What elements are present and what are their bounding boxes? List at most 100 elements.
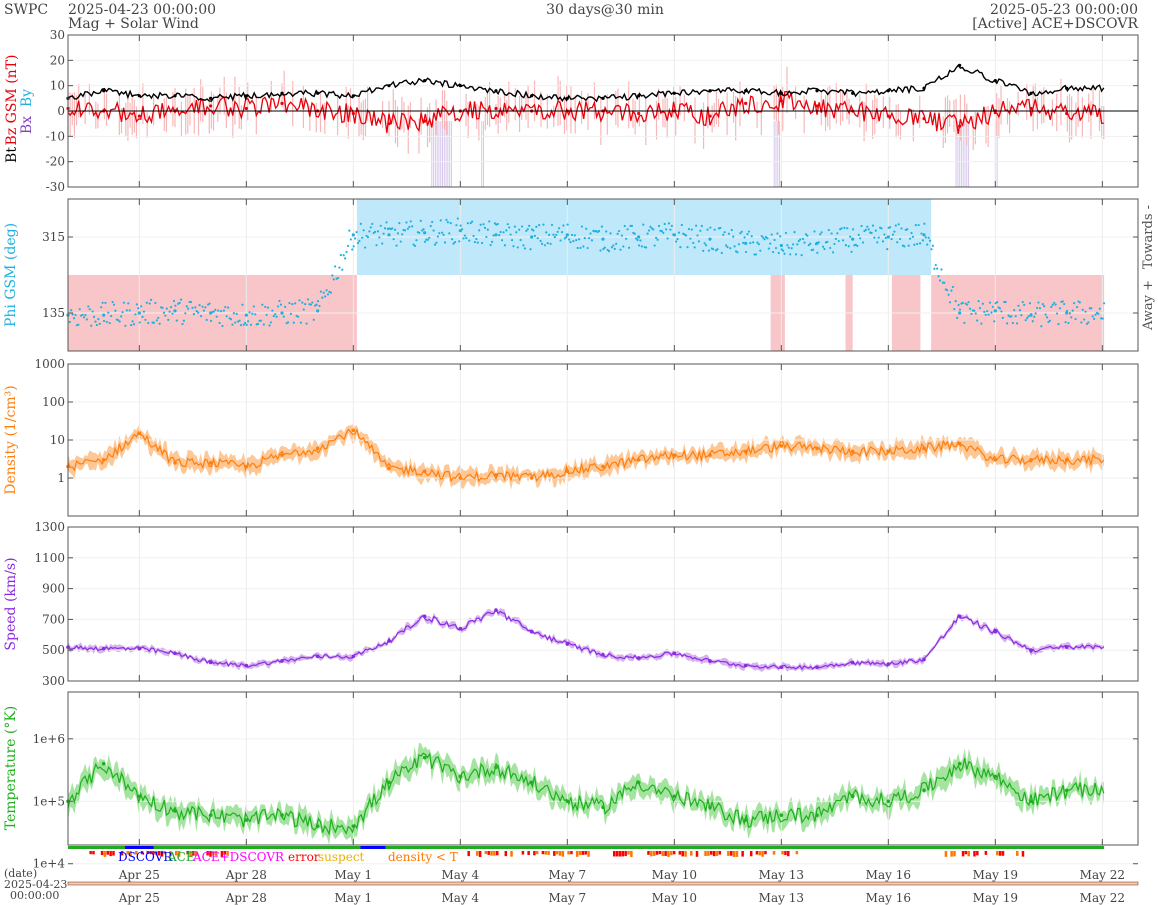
density-point: [529, 476, 534, 480]
temperature-point: [636, 780, 641, 785]
phi-point: [540, 242, 544, 245]
speed-point: [529, 629, 534, 634]
phi-point: [311, 301, 314, 304]
phi-point: [951, 285, 954, 289]
quality-flag-mark: [155, 851, 158, 856]
phi-point: [174, 304, 177, 307]
bt-point: [637, 94, 641, 98]
phi-point: [453, 240, 457, 244]
phi-point: [874, 229, 877, 232]
bz-point: [137, 114, 141, 118]
phi-point: [899, 237, 902, 241]
phi-point: [653, 244, 656, 247]
quality-flag-mark: [533, 851, 536, 856]
phi-point: [1068, 312, 1071, 315]
phi-point: [271, 309, 274, 312]
density-range-band: [68, 424, 1104, 490]
temperature-point: [922, 788, 926, 793]
phi-point: [520, 225, 524, 228]
phi-point: [137, 311, 141, 315]
phi-point: [278, 299, 281, 303]
density-point: [244, 464, 249, 469]
phi-point: [911, 235, 915, 238]
quality-flag-mark: [561, 851, 565, 857]
bt-point: [1029, 91, 1033, 95]
phi-point: [723, 231, 726, 234]
phi-point: [663, 222, 666, 226]
quality-flag-mark: [587, 851, 590, 857]
phi-point: [833, 242, 836, 246]
temperature-point: [244, 818, 249, 822]
phi-point: [172, 299, 176, 303]
quality-flag-mark: [729, 851, 733, 856]
phi-point: [189, 300, 193, 304]
density-point: [957, 441, 962, 446]
phi-point: [793, 231, 796, 234]
phi-point: [603, 246, 606, 249]
phi-point: [928, 239, 932, 242]
speed-point: [208, 660, 213, 665]
phi-point: [672, 233, 676, 237]
temperature-point: [601, 805, 605, 810]
phi-point: [225, 315, 228, 318]
quality-flag-mark: [100, 851, 104, 856]
phi-point: [733, 245, 736, 248]
phi-point: [1065, 311, 1069, 315]
quality-flag-mark: [140, 851, 144, 855]
quality-flag-mark: [541, 851, 545, 855]
phi-point: [401, 233, 404, 236]
density-point: [1029, 458, 1033, 462]
phi-point: [331, 274, 334, 277]
phi-point: [164, 314, 167, 317]
phi-point: [78, 308, 81, 311]
phi-point: [649, 225, 652, 228]
phi-point: [958, 311, 962, 315]
phi-point: [227, 306, 230, 309]
quality-flag-mark: [984, 851, 988, 855]
phi-point: [138, 321, 141, 324]
phi-point: [459, 224, 462, 227]
phi-point: [197, 311, 200, 314]
bt-point: [779, 91, 783, 95]
phi-point: [933, 267, 936, 270]
phi-point: [546, 242, 549, 245]
quality-flag-mark: [718, 851, 722, 855]
phi-point: [937, 275, 940, 278]
phi-point: [346, 244, 350, 248]
phi-point: [451, 238, 454, 241]
temperature-point: [351, 824, 356, 828]
phi-point: [108, 321, 111, 325]
phi-point: [479, 223, 482, 226]
speed-point: [422, 614, 427, 619]
x-tick-label-bottom: May 4: [441, 891, 479, 905]
phi-point: [292, 321, 295, 324]
phi-point: [849, 235, 852, 238]
phi-point: [851, 237, 855, 241]
phi-point: [722, 233, 725, 236]
phi-point: [850, 250, 853, 253]
phi-point: [97, 318, 100, 321]
phi-point: [449, 222, 452, 225]
bz-point: [244, 106, 248, 111]
phi-point: [309, 303, 312, 306]
quality-flag-mark: [493, 851, 496, 856]
phi-point: [492, 234, 495, 237]
mag-y-tick-label: 20: [50, 53, 65, 67]
phi-point: [900, 227, 903, 230]
phi-point: [448, 232, 451, 235]
phi-point: [953, 308, 956, 311]
phi-point: [1017, 304, 1020, 307]
quality-flag-mark: [146, 851, 149, 855]
phi-point: [137, 307, 140, 310]
quality-flag-mark: [194, 851, 198, 857]
temperature-point: [1029, 799, 1033, 804]
temperature-series-line: [67, 752, 1105, 836]
phi-point: [341, 268, 344, 271]
phi-point: [615, 242, 618, 245]
phi-point: [774, 246, 778, 250]
phi-point: [368, 230, 371, 233]
phi-point: [687, 227, 691, 231]
phi-point: [359, 222, 362, 225]
phi-point: [322, 291, 325, 294]
density-point: [208, 461, 213, 465]
